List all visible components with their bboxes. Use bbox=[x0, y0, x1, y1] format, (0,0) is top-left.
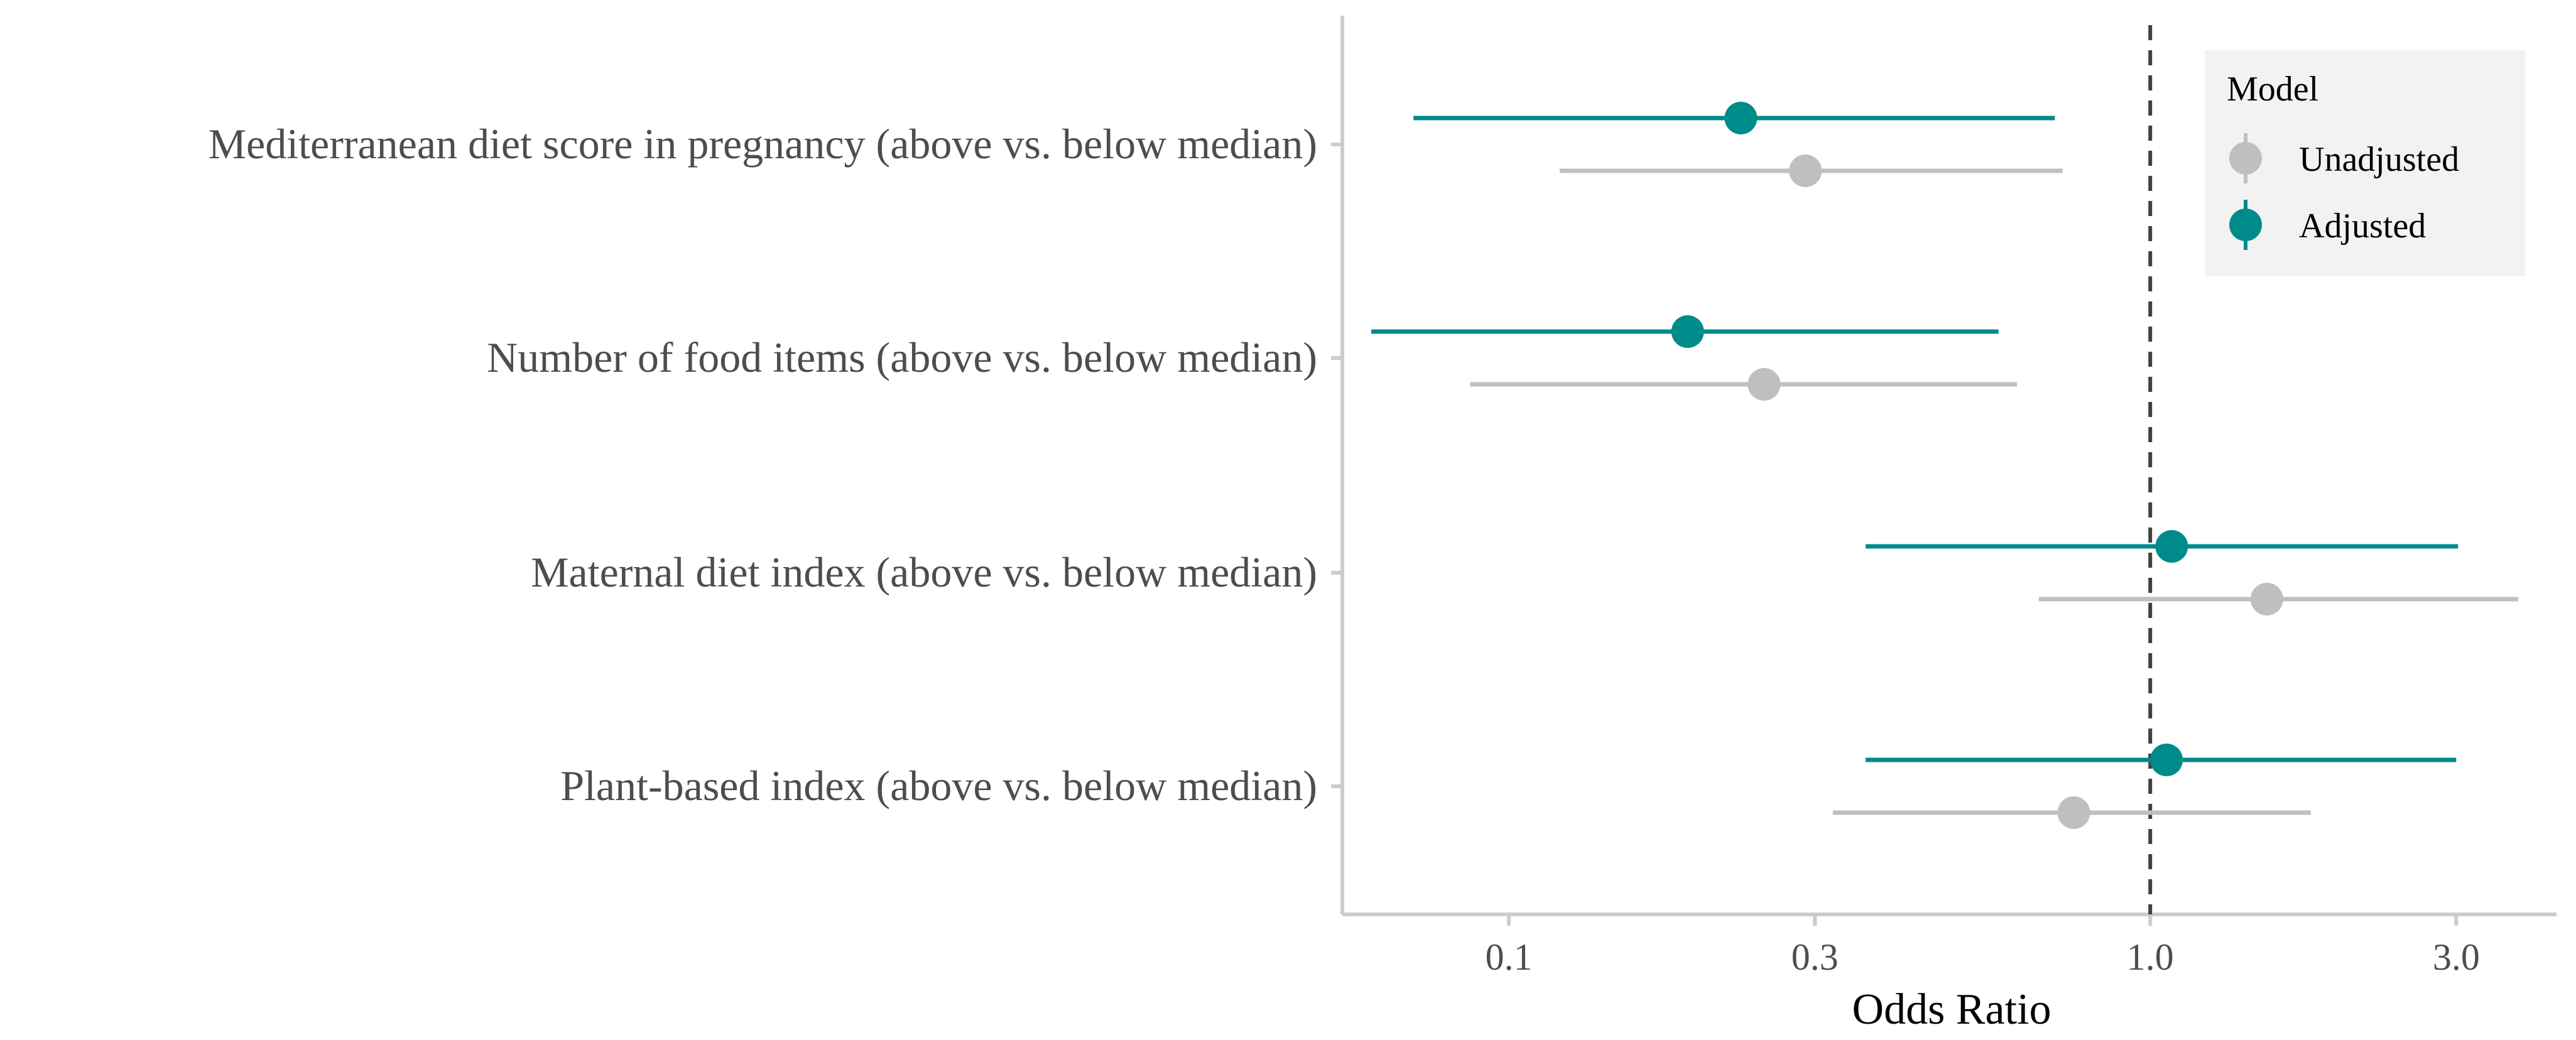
point bbox=[1724, 102, 1758, 134]
x-tick-label: 0.3 bbox=[1791, 936, 1839, 978]
legend-label: Unadjusted bbox=[2299, 140, 2459, 179]
point bbox=[2155, 530, 2188, 563]
point bbox=[1789, 154, 1822, 187]
legend-key-point bbox=[2229, 142, 2262, 175]
point bbox=[2150, 744, 2183, 776]
x-tick-label: 3.0 bbox=[2433, 936, 2480, 978]
point bbox=[2057, 796, 2090, 829]
legend-key-point bbox=[2229, 209, 2262, 241]
category-label: Number of food items (above vs. below me… bbox=[487, 333, 1317, 381]
category-label: Plant-based index (above vs. below media… bbox=[560, 762, 1317, 810]
point bbox=[1671, 315, 1704, 348]
point bbox=[1747, 368, 1781, 401]
legend: Model Unadjusted Adjusted bbox=[2205, 50, 2525, 276]
x-tick-label: 1.0 bbox=[2127, 936, 2174, 978]
x-axis-title: Odds Ratio bbox=[1852, 985, 2052, 1034]
category-label: Maternal diet index (above vs. below med… bbox=[531, 548, 1317, 596]
x-tick-label: 0.1 bbox=[1486, 936, 1533, 978]
legend-title: Model bbox=[2227, 70, 2318, 109]
legend-label: Adjusted bbox=[2299, 207, 2426, 246]
point bbox=[2250, 583, 2283, 615]
category-label: Mediterranean diet score in pregnancy (a… bbox=[209, 120, 1317, 168]
